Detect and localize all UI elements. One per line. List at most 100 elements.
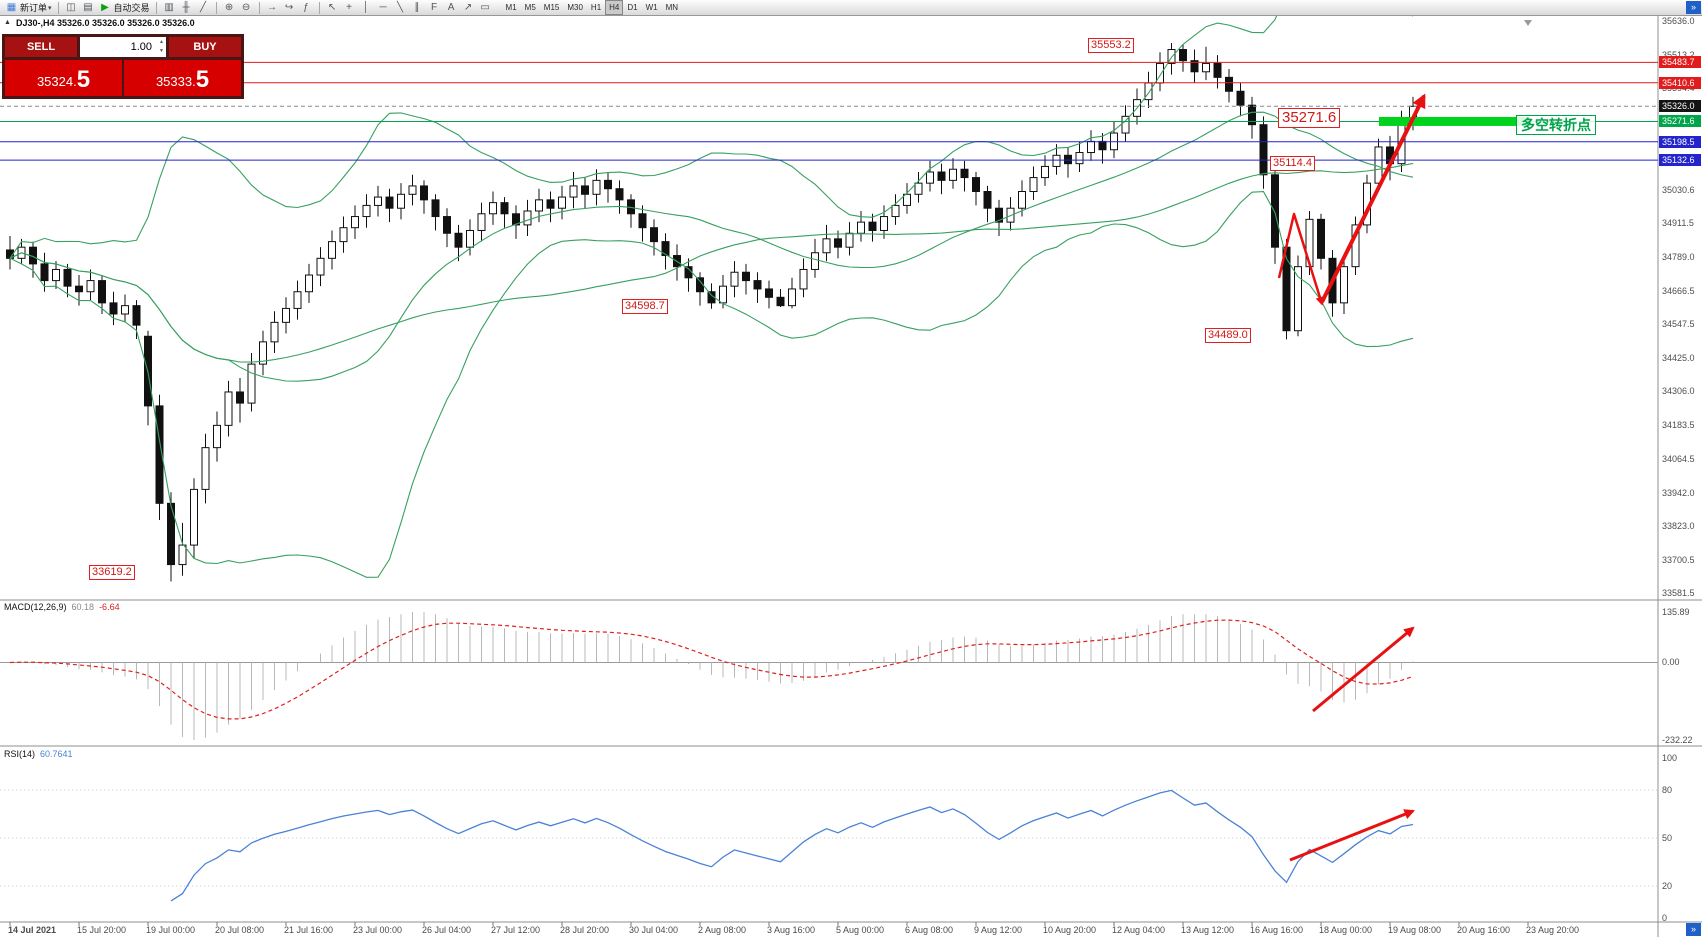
- zoom-out-icon: ⊖: [241, 2, 251, 13]
- bar-chart-icon: ▥: [164, 2, 174, 13]
- new-order-button[interactable]: ▦ 新订单 ▾: [3, 1, 54, 15]
- charts-window-icon: ◫: [66, 2, 76, 13]
- rsi-header: RSI(14) 60.7641: [4, 749, 73, 759]
- fibonacci-icon: F: [430, 2, 438, 13]
- bar-chart-button[interactable]: ▥: [161, 1, 178, 15]
- time-axis-label: 15 Jul 20:00: [77, 925, 126, 935]
- channel-icon: ∥: [414, 2, 420, 13]
- time-axis-label: 16 Aug 16:00: [1250, 925, 1303, 935]
- timeframe-button-h4[interactable]: H4: [605, 0, 624, 15]
- volume-stepper: ▲ ▼: [159, 38, 164, 56]
- time-axis-label: 2 Aug 08:00: [698, 925, 746, 935]
- time-axis-label: 23 Aug 20:00: [1526, 925, 1579, 935]
- trend-arrow[interactable]: [1320, 93, 1426, 303]
- line-chart-icon: ╱: [200, 2, 207, 13]
- fibonacci-button[interactable]: F: [426, 1, 443, 15]
- volume-input[interactable]: [80, 38, 166, 56]
- trend-arrow[interactable]: [1289, 809, 1415, 862]
- corner-scroll-button-bottom[interactable]: »: [1686, 923, 1701, 936]
- slow-ma-line: [9, 162, 1414, 363]
- candlestick-icon: ╫: [182, 2, 190, 13]
- symbol-ohlc-info: DJ30-,H4 35326.0 35326.0 35326.0 35326.0: [16, 18, 195, 28]
- time-axis-label: 13 Aug 12:00: [1181, 925, 1234, 935]
- timeframe-button-m30[interactable]: M30: [567, 3, 583, 12]
- bollinger-bands: [9, 16, 1414, 578]
- corner-scroll-button-top[interactable]: »: [1686, 1, 1701, 14]
- zoom-in-button[interactable]: ⊕: [221, 1, 238, 15]
- vertical-line-button[interactable]: │: [358, 1, 375, 15]
- time-axis-label: 5 Aug 00:00: [836, 925, 884, 935]
- cursor-button[interactable]: ↖: [324, 1, 341, 15]
- zoom-out-button[interactable]: ⊖: [238, 1, 255, 15]
- time-axis-label: 27 Jul 12:00: [491, 925, 540, 935]
- time-axis-label: 18 Aug 00:00: [1319, 925, 1372, 935]
- text-button[interactable]: A: [443, 1, 460, 15]
- dropdown-caret-icon: ▾: [48, 4, 52, 12]
- buy-price-big: 5: [195, 66, 210, 93]
- timeframe-button-m5[interactable]: M5: [524, 3, 536, 12]
- text-icon: A: [447, 2, 455, 13]
- highlight-zone[interactable]: [1379, 116, 1530, 126]
- time-axis-label: 19 Jul 00:00: [146, 925, 195, 935]
- timeframe-button-h1[interactable]: H1: [590, 3, 602, 12]
- candlestick-series: [6, 43, 1417, 582]
- crosshair-button[interactable]: +: [341, 1, 358, 15]
- timeframe-button-w1[interactable]: W1: [645, 3, 658, 12]
- candlestick-button[interactable]: ╫: [178, 1, 195, 15]
- chart-shift-icon: ↪: [284, 2, 294, 13]
- indicators-button[interactable]: ƒ: [298, 1, 315, 15]
- new-order-icon: ▦: [6, 2, 17, 13]
- trendline-button[interactable]: ╲: [392, 1, 409, 15]
- sell-price-main: 35324.: [36, 74, 77, 89]
- auto-scroll-button[interactable]: →: [264, 1, 281, 15]
- shapes-icon: ▭: [480, 2, 490, 13]
- profiles-button[interactable]: ▤: [80, 1, 97, 15]
- bb-lower-band: [9, 191, 1414, 578]
- trend-arrow[interactable]: [1312, 626, 1415, 713]
- arrow-tool-button[interactable]: ↗: [460, 1, 477, 15]
- shapes-button[interactable]: ▭: [477, 1, 494, 15]
- auto-scroll-icon: →: [267, 2, 278, 13]
- horizontal-line-icon: ─: [379, 2, 387, 13]
- toolbar-separator: [215, 1, 217, 14]
- autotrading-button-label: 自动交易: [113, 3, 150, 13]
- panel-collapse-icon[interactable]: ▲: [4, 19, 11, 26]
- rsi-line: [170, 789, 1414, 902]
- toolbar-icon-groups: ▦ 新订单 ▾ ◫ ▤ ▶ 自动交易 ▥ ╫ ╱ ⊕ ⊖ → ↪ ƒ ↖ + │ ─ ╲ ∥ F A ↗ ▭: [3, 1, 494, 15]
- toolbar-separator: [57, 1, 59, 14]
- chart-canvas[interactable]: 14 Jul 2021 15 Jul 20:00 19 Jul 00:00 20 Ju…: [0, 16, 1702, 937]
- buy-price-display[interactable]: 35333. 5: [124, 60, 241, 96]
- macd-main-value: 60.18: [71, 602, 95, 612]
- timeframe-button-m15[interactable]: M15: [543, 3, 560, 12]
- autotrading-button[interactable]: ▶ 自动交易: [97, 1, 152, 15]
- macd-header: MACD(12,26,9) 60.18 -6.64: [4, 602, 120, 612]
- buy-price-main: 35333.: [155, 74, 196, 89]
- new-order-button-label: 新订单: [20, 3, 48, 13]
- trend-arrows: [1277, 93, 1426, 862]
- indicators-icon: ƒ: [303, 2, 309, 13]
- sell-button[interactable]: SELL: [5, 37, 77, 57]
- horizontal-line-button[interactable]: ─: [375, 1, 392, 15]
- charts-window-button[interactable]: ◫: [63, 1, 80, 15]
- time-axis-label: 21 Jul 16:00: [284, 925, 333, 935]
- time-axis-label: 20 Jul 08:00: [215, 925, 264, 935]
- chart-shift-marker: [1524, 20, 1532, 26]
- time-axis-label: 26 Jul 04:00: [422, 925, 471, 935]
- macd-name: MACD(12,26,9): [4, 602, 67, 612]
- time-axis-label: 3 Aug 16:00: [767, 925, 815, 935]
- volume-down-stepper[interactable]: ▼: [159, 48, 164, 54]
- trend-arrow[interactable]: [1277, 212, 1325, 306]
- sell-price-display[interactable]: 35324. 5: [5, 60, 122, 96]
- one-click-trading-panel: SELL ▲ ▼ BUY 35324.5 35333.5: [2, 34, 244, 99]
- timeframe-button-m1[interactable]: M1: [505, 3, 517, 12]
- toolbar-separator: [258, 1, 260, 14]
- buy-button[interactable]: BUY: [169, 37, 241, 57]
- timeframe-button-d1[interactable]: D1: [627, 3, 638, 12]
- timeframe-button-mn[interactable]: MN: [665, 3, 679, 12]
- chart-shift-button[interactable]: ↪: [281, 1, 298, 15]
- volume-up-stepper[interactable]: ▲: [159, 39, 164, 45]
- channel-button[interactable]: ∥: [409, 1, 426, 15]
- line-chart-button[interactable]: ╱: [195, 1, 212, 15]
- macd-signal-line: [9, 619, 1414, 720]
